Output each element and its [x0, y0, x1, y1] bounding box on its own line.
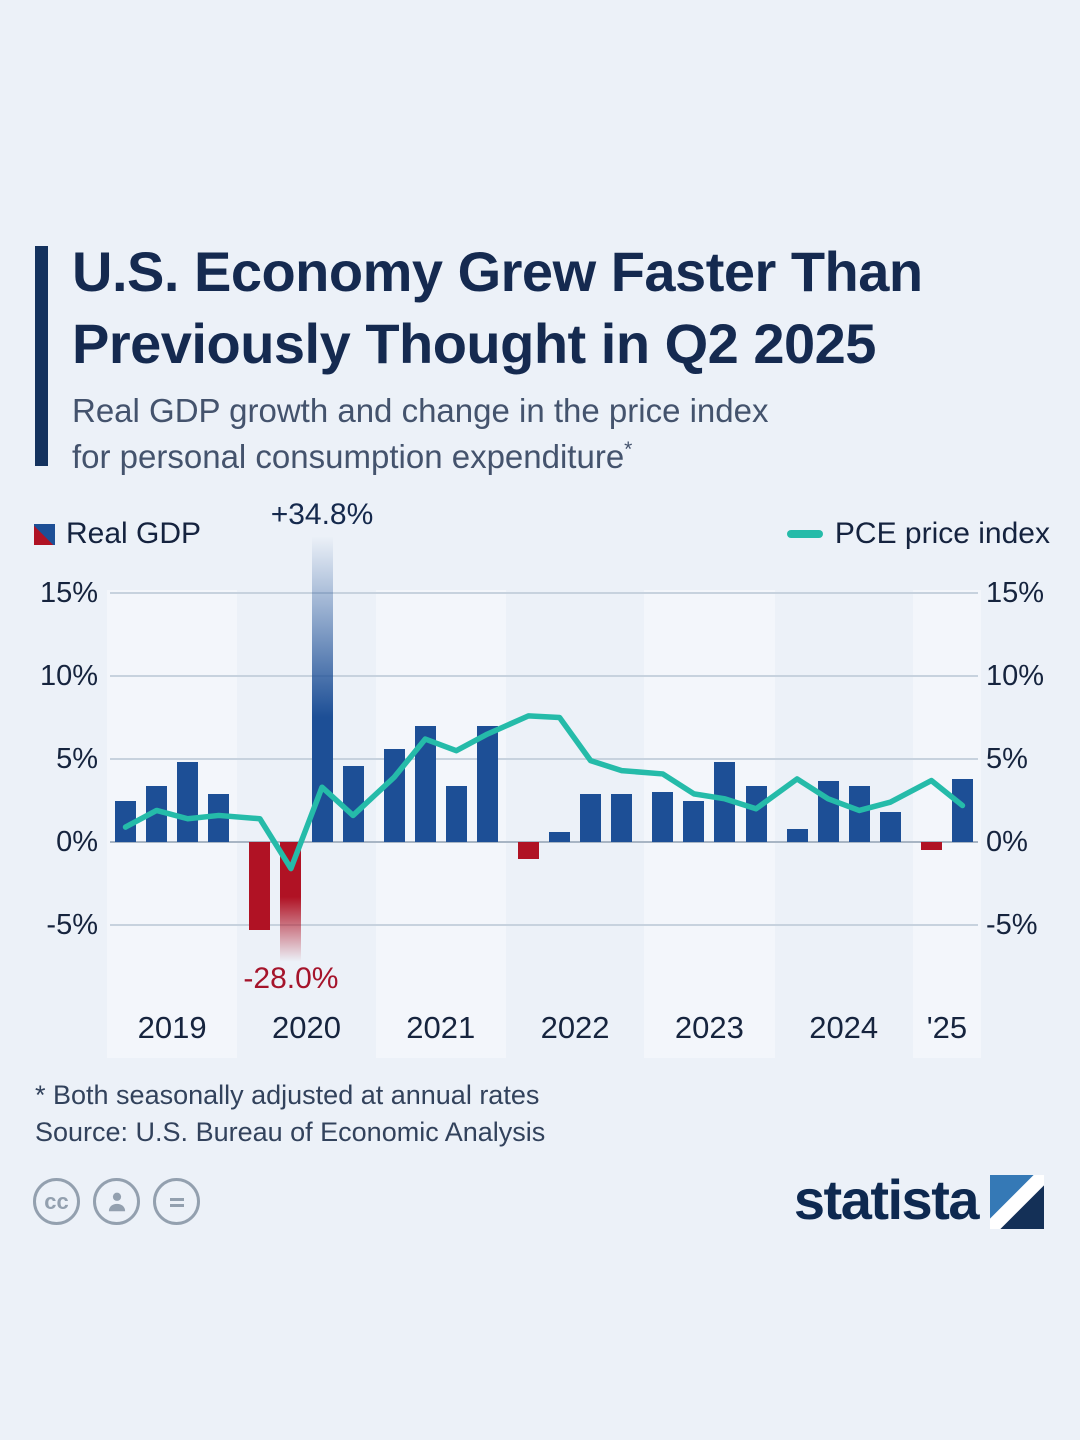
gridline-15%: [110, 592, 978, 594]
gdp-bar-clipped-negative: [280, 842, 302, 964]
legend-real-gdp: Real GDP: [34, 517, 201, 551]
page-title: U.S. Economy Grew Faster Than Previously…: [72, 236, 923, 379]
y-axis-label-left: -5%: [46, 909, 98, 941]
gridline--5%: [110, 924, 978, 926]
subtitle-line-2: for personal consumption expenditure: [72, 438, 625, 476]
gdp-bar-negative: [249, 842, 271, 930]
y-axis-label-right: 0%: [986, 826, 1028, 858]
y-axis-label-right: -5%: [986, 909, 1038, 941]
license-icons: cc: [33, 1178, 200, 1225]
title-accent-bar: [35, 246, 48, 466]
legend-real-gdp-label: Real GDP: [66, 517, 202, 550]
gdp-bar: [951, 778, 973, 842]
y-axis-label-left: 10%: [39, 660, 98, 692]
gdp-bar: [580, 793, 602, 842]
legend-pce: PCE price index: [786, 517, 1050, 551]
annotation-trough: -28.0%: [243, 962, 339, 995]
gdp-bar: [879, 812, 901, 842]
attribution-person-icon[interactable]: [93, 1178, 140, 1225]
title-line-2: Previously Thought in Q2 2025: [72, 311, 876, 375]
y-axis-label-left: 0%: [56, 826, 98, 858]
gdp-bar: [714, 762, 736, 842]
x-axis-label-'25: '25: [926, 1010, 968, 1045]
gdp-bar: [445, 785, 467, 842]
statista-logo[interactable]: statista: [794, 1172, 1044, 1232]
y-axis-label-right: 5%: [986, 743, 1028, 775]
x-axis-label-2019: 2019: [137, 1010, 207, 1045]
y-axis-label-right: 10%: [986, 660, 1045, 692]
footnote-marker: *: [624, 438, 633, 462]
person-glyph: [108, 1192, 125, 1211]
equals-glyph: [169, 1197, 184, 1207]
statista-logo-mark-icon: [990, 1175, 1044, 1229]
statista-wordmark: statista: [793, 1168, 980, 1231]
gdp-bar: [549, 832, 571, 842]
gdp-bar: [115, 800, 137, 842]
x-axis-label-2022: 2022: [540, 1010, 610, 1045]
chart-footnote: * Both seasonally adjusted at annual rat…: [35, 1080, 540, 1110]
gdp-bar: [652, 792, 674, 842]
gridline-0%: [110, 841, 978, 843]
gridline-10%: [110, 675, 978, 677]
subtitle-line-1: Real GDP growth and change in the price …: [72, 392, 769, 429]
pce-line-layer: [122, 713, 966, 872]
x-axis-label-2021: 2021: [406, 1010, 476, 1045]
legend-pce-label: PCE price index: [834, 517, 1050, 550]
x-axis-label-2024: 2024: [809, 1010, 879, 1045]
x-axis-label-2020: 2020: [271, 1010, 341, 1045]
pce-line-swatch-icon: [786, 530, 823, 538]
chart-source: Source: U.S. Bureau of Economic Analysis: [35, 1117, 546, 1147]
chart-subtitle: Real GDP growth and change in the price …: [72, 388, 768, 480]
real-gdp-swatch-icon: [34, 523, 55, 545]
gdp-bar: [476, 725, 498, 842]
gdp-bar: [342, 765, 364, 842]
gdp-bar: [745, 785, 767, 842]
gdp-bar: [611, 793, 633, 842]
equals-icon[interactable]: [153, 1178, 200, 1225]
gdp-bar: [848, 785, 870, 842]
pce-line: [122, 713, 966, 872]
gdp-bar: [414, 725, 436, 842]
cc-icon[interactable]: cc: [33, 1178, 80, 1225]
y-axis-label-left: 15%: [39, 577, 98, 609]
gdp-bar: [146, 785, 168, 842]
gridline-5%: [110, 758, 978, 760]
gdp-bar: [786, 828, 808, 842]
gdp-bar-negative: [920, 842, 942, 851]
y-axis-label-right: 15%: [986, 577, 1045, 609]
gdp-bar-clipped-positive: [311, 530, 333, 842]
gdp-bar: [683, 800, 705, 842]
annotation-peak: +34.8%: [270, 498, 374, 531]
chart-area: 15% 15% 10% 10% 5% 5% 0% 0% -5% -5% +34.8% -28.0% 20…: [0, 498, 1080, 1080]
title-line-1: U.S. Economy Grew Faster Than: [72, 240, 923, 303]
gdp-bar: [177, 762, 199, 842]
gdp-bar-negative: [517, 842, 539, 859]
x-axis-label-2023: 2023: [674, 1010, 744, 1045]
y-axis-label-left: 5%: [56, 743, 98, 775]
